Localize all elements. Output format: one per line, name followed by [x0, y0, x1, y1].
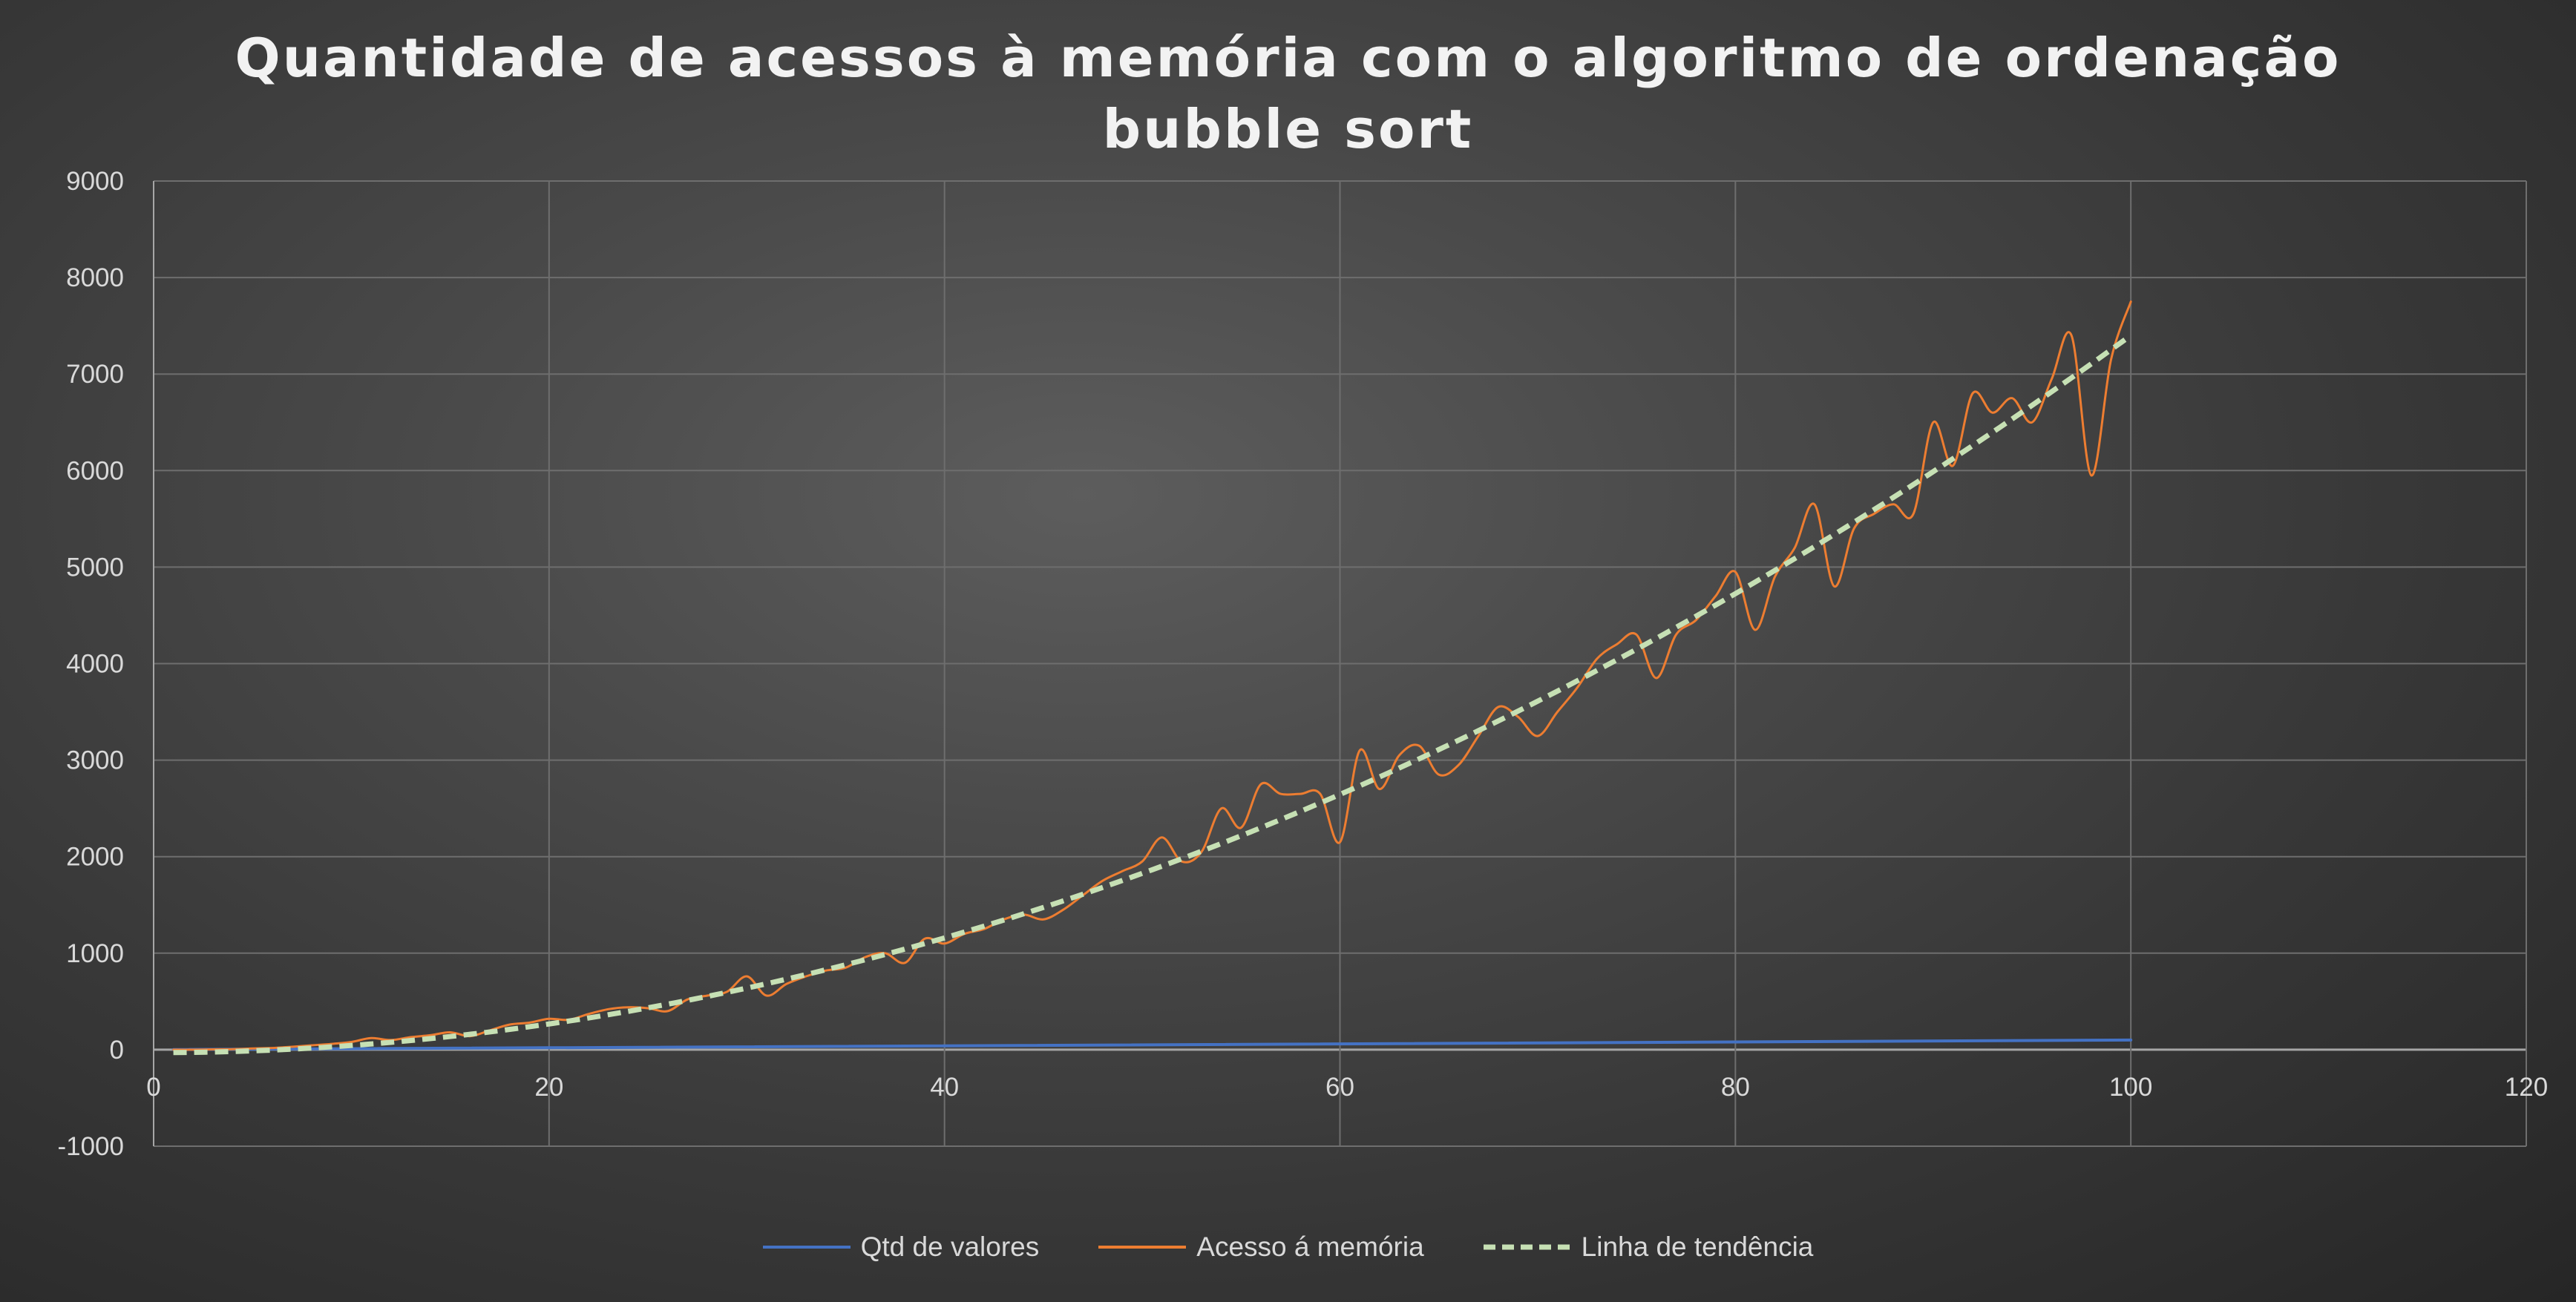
y-tick-label: 1000: [66, 939, 124, 968]
y-tick-label: -1000: [57, 1132, 124, 1161]
chart-title-line-2: bubble sort: [1102, 98, 1474, 160]
legend-swatch-qtd-de-valores: [762, 1246, 851, 1249]
x-tick-label: 60: [1325, 1073, 1354, 1102]
legend-item-linha-de-tendencia[interactable]: Linha de tendência: [1483, 1232, 1814, 1263]
x-tick-label: 80: [1721, 1073, 1750, 1102]
x-tick-label: 20: [534, 1073, 563, 1102]
y-tick-label: 2000: [66, 843, 124, 872]
x-tick-label: 40: [930, 1073, 959, 1102]
y-tick-label: 7000: [66, 360, 124, 389]
legend-swatch-linha-de-tendencia: [1483, 1244, 1571, 1250]
y-tick-label: 9000: [66, 167, 124, 196]
legend: Qtd de valores Acesso á memória Linha de…: [0, 1232, 2576, 1263]
legend-item-qtd-de-valores[interactable]: Qtd de valores: [762, 1232, 1040, 1263]
chart-title-line-1: Quantidade de acessos à memória com o al…: [235, 27, 2341, 89]
x-tick-label: 100: [2109, 1073, 2152, 1102]
y-tick-label: 6000: [66, 456, 124, 485]
y-tick-label: 5000: [66, 553, 124, 582]
legend-label-qtd-de-valores: Qtd de valores: [860, 1232, 1040, 1262]
series-line-qtd-de-valores: [171, 1038, 2133, 1051]
legend-item-acesso-memoria[interactable]: Acesso á memória: [1098, 1232, 1424, 1263]
series-line-acesso-a-memoria: [172, 300, 2132, 1051]
series-line-linha-de-tendencia: [173, 333, 2133, 1056]
y-tick-label: 0: [110, 1036, 124, 1065]
x-tick-label: 0: [146, 1073, 160, 1102]
legend-label-acesso-memoria: Acesso á memória: [1196, 1232, 1424, 1262]
x-tick-label: 120: [2505, 1073, 2548, 1102]
y-tick-label: 3000: [66, 746, 124, 775]
y-tick-label: 4000: [66, 650, 124, 679]
y-tick-label: 8000: [66, 263, 124, 292]
chart-title: Quantidade de acessos à memória com o al…: [0, 22, 2576, 165]
legend-swatch-acesso-memoria: [1098, 1246, 1187, 1249]
legend-label-linha-de-tendencia: Linha de tendência: [1581, 1232, 1814, 1262]
